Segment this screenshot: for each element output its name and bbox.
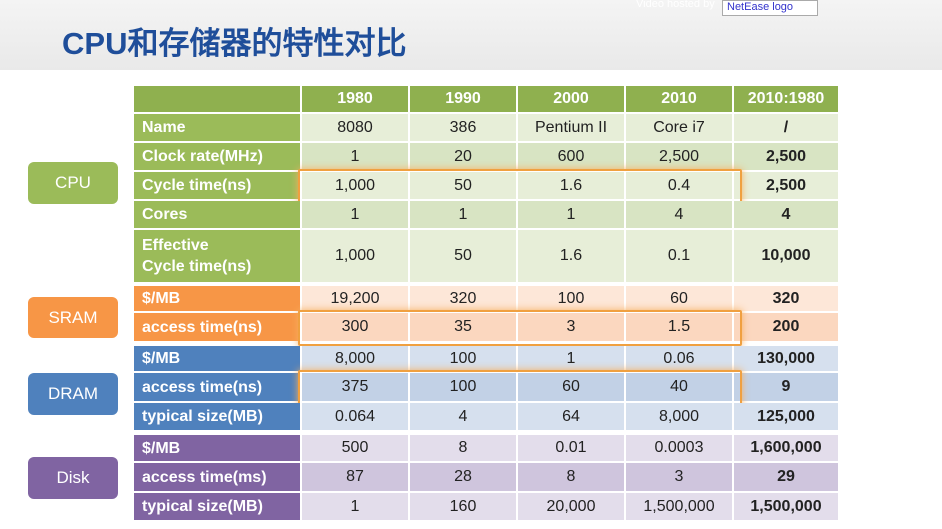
row-label: typical size(MB) [134,493,302,522]
data-cell: 50 [410,230,518,284]
group-label: DRAM [28,373,118,415]
data-cell: 375 [302,373,410,403]
row-label: access time(ns) [134,313,302,343]
data-cell: 28 [410,463,518,493]
data-cell: 100 [410,346,518,373]
header-cell: 2010 [626,86,734,114]
data-cell: 19,200 [302,286,410,313]
row-label: access time(ms) [134,463,302,493]
data-cell: 1 [302,143,410,172]
header-cell: 2000 [518,86,626,114]
row-label: Clock rate(MHz) [134,143,302,172]
data-cell: 20,000 [518,493,626,522]
data-cell: 3 [626,463,734,493]
data-cell: 64 [518,403,626,432]
header-cell: 2010:1980 [734,86,840,114]
data-cell: 4 [410,403,518,432]
data-cell: 8,000 [626,403,734,432]
data-cell: 2,500 [734,172,840,201]
data-cell: 386 [410,114,518,143]
data-cell: 320 [410,286,518,313]
data-cell: 3 [518,313,626,343]
highlight-box [298,310,742,346]
data-cell: 0.4 [626,172,734,201]
row-label: Cores [134,201,302,230]
group-label: CPU [28,162,118,204]
data-cell: 50 [410,172,518,201]
header-cell [134,86,302,114]
watermark: Video hosted by [636,0,715,10]
row-label: $/MB [134,286,302,313]
data-cell: 300 [302,313,410,343]
data-cell: 29 [734,463,840,493]
data-cell: 160 [410,493,518,522]
data-cell: 1 [302,493,410,522]
row-label: Effective Cycle time(ns) [134,230,302,284]
row-label: Name [134,114,302,143]
data-cell: 0.01 [518,435,626,463]
data-cell: 2,500 [626,143,734,172]
data-cell: 1 [518,201,626,230]
data-cell: 100 [410,373,518,403]
data-cell: 1.6 [518,172,626,201]
data-cell: 35 [410,313,518,343]
data-cell: 20 [410,143,518,172]
data-cell: 0.064 [302,403,410,432]
data-cell: 200 [734,313,840,343]
data-cell: 1,500,000 [626,493,734,522]
data-cell: 0.06 [626,346,734,373]
data-cell: 1.6 [518,230,626,284]
data-cell: 1 [302,201,410,230]
data-cell: 1 [518,346,626,373]
data-cell: 1,500,000 [734,493,840,522]
row-label: Cycle time(ns) [134,172,302,201]
group-label: SRAM [28,297,118,338]
data-cell: 60 [518,373,626,403]
data-cell: 8 [518,463,626,493]
header-cell: 1990 [410,86,518,114]
data-cell: 1.5 [626,313,734,343]
data-cell: 320 [734,286,840,313]
data-cell: Core i7 [626,114,734,143]
data-cell: 4 [626,201,734,230]
data-cell: 100 [518,286,626,313]
data-cell: 10,000 [734,230,840,284]
data-cell: 40 [626,373,734,403]
data-cell: 600 [518,143,626,172]
data-cell: 125,000 [734,403,840,432]
highlight-box [298,370,742,406]
logo: NetEase logo [722,0,818,16]
data-cell: 500 [302,435,410,463]
group-label: Disk [28,457,118,499]
row-label: typical size(MB) [134,403,302,432]
highlight-box [298,169,742,204]
data-cell: 4 [734,201,840,230]
data-cell: 9 [734,373,840,403]
data-cell: 8080 [302,114,410,143]
data-cell: 8,000 [302,346,410,373]
data-cell: 60 [626,286,734,313]
data-cell: 1 [410,201,518,230]
data-cell: 130,000 [734,346,840,373]
row-label: $/MB [134,435,302,463]
data-cell: 1,000 [302,172,410,201]
row-label: $/MB [134,346,302,373]
title: CPU和存储器的特性对比 [62,26,407,61]
data-cell: / [734,114,840,143]
data-cell: 87 [302,463,410,493]
data-cell: 2,500 [734,143,840,172]
row-label: access time(ns) [134,373,302,403]
data-cell: Pentium II [518,114,626,143]
data-cell: 8 [410,435,518,463]
data-cell: 0.0003 [626,435,734,463]
data-cell: 1,000 [302,230,410,284]
data-cell: 0.1 [626,230,734,284]
data-cell: 1,600,000 [734,435,840,463]
header-cell: 1980 [302,86,410,114]
